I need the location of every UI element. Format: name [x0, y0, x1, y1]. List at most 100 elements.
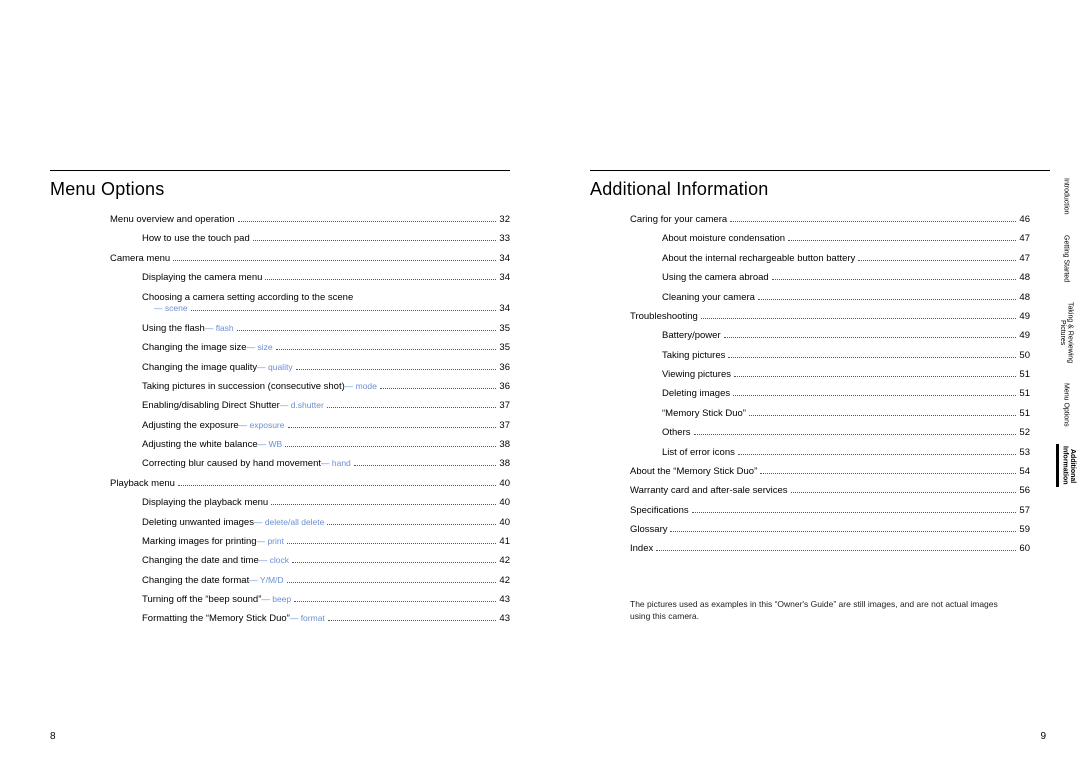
toc-page: 46 — [1019, 214, 1030, 226]
toc-label: Glossary — [630, 524, 667, 536]
toc-entry: Enabling/disabling Direct Shutter — d.sh… — [142, 400, 510, 412]
toc-page: 49 — [1019, 330, 1030, 342]
toc-label: Caring for your camera — [630, 214, 727, 226]
toc-leader — [253, 240, 497, 241]
toc-tag: — clock — [259, 555, 289, 566]
toc-page: 53 — [1019, 447, 1030, 459]
toc-entry: Taking pictures in succession (consecuti… — [142, 381, 510, 393]
toc-entry: Troubleshooting49 — [630, 311, 1030, 323]
toc-label: Cleaning your camera — [662, 292, 755, 304]
toc-page: 41 — [499, 536, 510, 548]
toc-page: 37 — [499, 400, 510, 412]
toc-label: Deleting unwanted images — [142, 517, 254, 529]
toc-page: 48 — [1019, 272, 1030, 284]
toc-entry: List of error icons 53 — [662, 447, 1030, 459]
page-spread: Menu Options Menu overview and operation… — [0, 0, 1080, 772]
toc-page: 51 — [1019, 388, 1030, 400]
toc-leader — [296, 369, 497, 370]
toc-leader — [734, 376, 1016, 377]
toc-label: Displaying the camera menu — [142, 272, 262, 284]
toc-label: Adjusting the exposure — [142, 420, 239, 432]
toc-leader — [327, 407, 497, 408]
toc-leader — [670, 531, 1016, 532]
toc-entry: Playback menu 40 — [110, 478, 510, 490]
toc-leader — [760, 473, 1016, 474]
toc-entry: Index60 — [630, 543, 1030, 555]
toc-page: 50 — [1019, 350, 1030, 362]
side-tab[interactable]: Menu Options — [1062, 381, 1070, 429]
toc-tag: — hand — [321, 458, 351, 469]
toc-label: Troubleshooting — [630, 311, 698, 323]
toc-tag: — size — [247, 342, 273, 353]
side-tab[interactable]: Getting Started — [1062, 233, 1070, 284]
toc-label: Marking images for printing — [142, 536, 257, 548]
toc-page: 40 — [499, 517, 510, 529]
toc-page: 34 — [499, 253, 510, 265]
toc-left: Menu overview and operation32How to use … — [50, 214, 510, 625]
toc-label: Warranty card and after-sale services — [630, 485, 788, 497]
toc-leader — [287, 543, 496, 544]
toc-tag: — scene — [154, 303, 188, 314]
toc-leader — [733, 395, 1016, 396]
toc-page: 34 — [499, 303, 510, 315]
toc-page: 33 — [499, 233, 510, 245]
toc-label: Menu overview and operation — [110, 214, 235, 226]
toc-page: 42 — [499, 575, 510, 587]
toc-entry: About the internal rechargeable button b… — [662, 253, 1030, 265]
toc-tag: — d.shutter — [280, 400, 324, 411]
toc-label: Turning off the “beep sound” — [142, 594, 261, 606]
toc-leader — [328, 620, 497, 621]
toc-label: Changing the date and time — [142, 555, 259, 567]
toc-entry: Changing the image quality — quality36 — [142, 362, 510, 374]
toc-leader — [191, 310, 497, 311]
toc-label: Changing the image quality — [142, 362, 257, 374]
toc-label: Choosing a camera setting according to t… — [142, 292, 510, 304]
toc-entry: Battery/power49 — [662, 330, 1030, 342]
toc-label: Taking pictures in succession (consecuti… — [142, 381, 345, 393]
toc-tag: — exposure — [239, 420, 285, 431]
toc-page: 47 — [1019, 253, 1030, 265]
toc-page: 36 — [499, 381, 510, 393]
side-tab[interactable]: Additional Information — [1056, 444, 1076, 487]
toc-page: 43 — [499, 594, 510, 606]
toc-tag: — WB — [258, 439, 283, 450]
toc-page: 54 — [1019, 466, 1030, 478]
side-tab[interactable]: Taking & Reviewing Pictures — [1058, 300, 1073, 365]
toc-page: 40 — [499, 478, 510, 490]
toc-leader — [285, 446, 496, 447]
toc-leader — [656, 550, 1016, 551]
rule-top — [590, 170, 1050, 171]
toc-page: 35 — [499, 323, 510, 335]
toc-label: List of error icons — [662, 447, 735, 459]
toc-entry: Menu overview and operation 32 — [110, 214, 510, 226]
toc-leader — [730, 221, 1016, 222]
toc-label: Using the camera abroad — [662, 272, 769, 284]
toc-label: “Memory Stick Duo” — [662, 408, 746, 420]
toc-label: Formatting the “Memory Stick Duo” — [142, 613, 290, 625]
toc-label: Deleting images — [662, 388, 730, 400]
toc-label: About the “Memory Stick Duo” — [630, 466, 757, 478]
toc-label: Playback menu — [110, 478, 175, 490]
toc-label: Enabling/disabling Direct Shutter — [142, 400, 280, 412]
toc-entry: Turning off the “beep sound” — beep43 — [142, 594, 510, 606]
toc-leader — [791, 492, 1017, 493]
toc-page: 35 — [499, 342, 510, 354]
toc-label: Changing the image size — [142, 342, 247, 354]
toc-page: 32 — [499, 214, 510, 226]
toc-entry: Others52 — [662, 427, 1030, 439]
footnote: The pictures used as examples in this “O… — [630, 599, 1010, 623]
page-number-left: 8 — [50, 731, 56, 742]
toc-label: Viewing pictures — [662, 369, 731, 381]
toc-entry: Deleting unwanted images — delete/all de… — [142, 517, 510, 529]
toc-leader — [694, 434, 1017, 435]
toc-leader — [749, 415, 1016, 416]
toc-tag: — delete/all delete — [254, 517, 324, 528]
toc-entry: “Memory Stick Duo”51 — [662, 408, 1030, 420]
toc-leader — [237, 330, 497, 331]
toc-label: About moisture condensation — [662, 233, 785, 245]
toc-entry: Cleaning your camera48 — [662, 292, 1030, 304]
section-title-right: Additional Information — [590, 179, 1050, 200]
toc-label: Index — [630, 543, 653, 555]
side-tab[interactable]: Introduction — [1062, 176, 1070, 217]
toc-entry: Warranty card and after-sale services56 — [630, 485, 1030, 497]
